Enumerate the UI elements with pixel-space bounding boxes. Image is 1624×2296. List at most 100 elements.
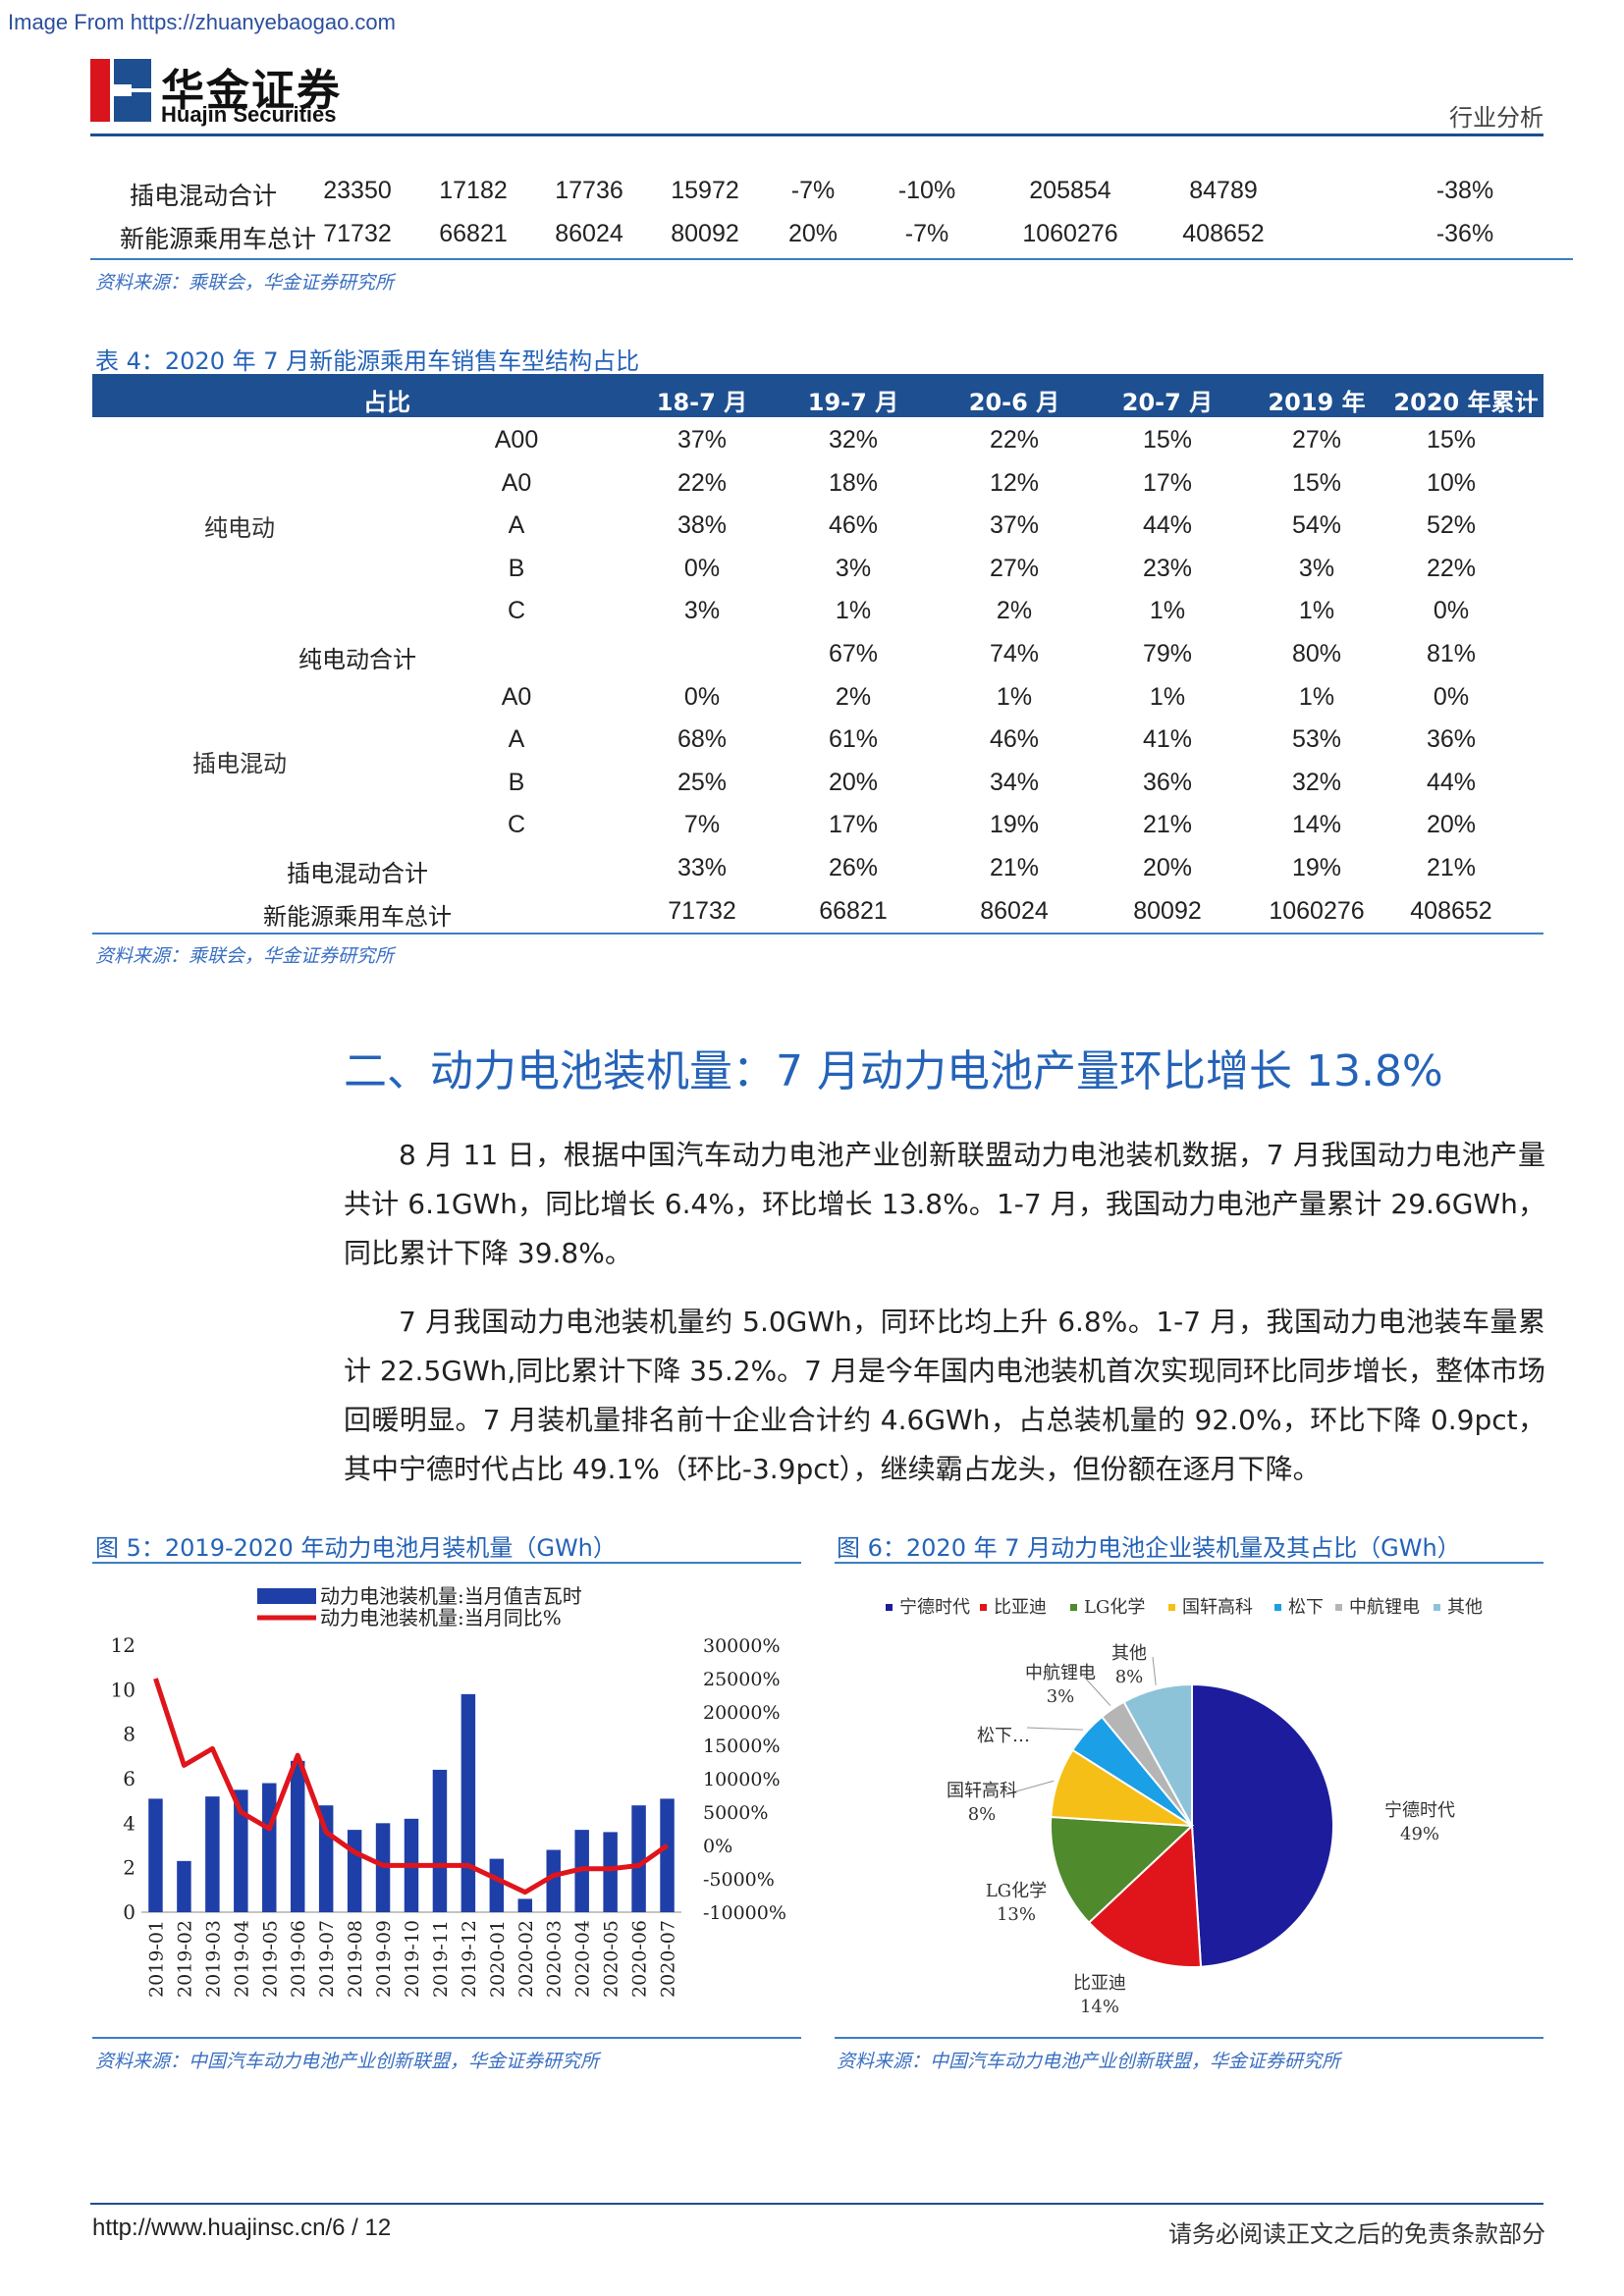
legend-swatch [980,1604,987,1611]
header-cell: 占比 [363,389,410,416]
table-cell: 22% [1426,554,1477,582]
table-row: A0 22% 18% 12% 17% 15% 10% [92,460,1543,504]
table-cell: 86024 [555,220,623,247]
x-tick-label: 2019-02 [174,1920,195,1998]
table-cell: -38% [1435,177,1494,204]
y-tick-label: 4 [123,1811,135,1835]
table-row: 插电混动合计 33% 26% 21% 20% 19% 21% [92,845,1543,888]
slice-value-label: 14% [1080,1997,1119,2017]
leader-line [1026,1727,1084,1731]
table-cell: 68% [677,725,728,754]
table-cell: 15972 [671,177,739,204]
legend-entry: 比亚迪 [994,1597,1047,1618]
table-cell: 3% [835,554,872,582]
table-cell: 1% [1149,682,1186,711]
table-cell: 81% [1426,639,1477,667]
table-cell: 36% [1426,725,1477,754]
header-cell: 18-7 月 [656,389,748,416]
table-cell: 20% [1426,811,1477,839]
figure-caption: 图 5：2019-2020 年动力电池月装机量（GWh） [95,1534,617,1562]
table-cell: 32% [828,426,879,454]
paragraph: 8 月 11 日，根据中国汽车动力电池产业创新联盟动力电池装机数据，7 月我国动… [344,1139,1545,1269]
table-cell: 52% [1426,511,1477,540]
table-cell: 0% [683,554,721,582]
watermark-text: Image From https://zhuanyebaogao.com [8,10,396,34]
y2-tick-label: 10000% [703,1769,781,1790]
body-text: 8 月 11 日，根据中国汽车动力电池产业创新联盟动力电池装机数据，7 月我国动… [344,1131,1545,1514]
legend-entry: 宁德时代 [899,1597,970,1618]
battery-installation-chart: 动力电池装机量:当月值吉瓦时 动力电池装机量:当月同比% 0 2 4 6 8 10 12 -100… [92,1569,801,2030]
legend-entry: 动力电池装机量:当月同比% [320,1606,562,1629]
bar [603,1832,618,1912]
pie-slice [1191,1682,1335,1968]
bar [631,1805,646,1912]
table-cell: 32% [1291,768,1342,796]
y-tick-label: 6 [123,1767,135,1790]
table-cell: 20% [1142,853,1193,881]
y-tick-label: 8 [123,1723,135,1746]
slice-value-label: 8% [968,1804,997,1825]
table-cell: 15% [1142,426,1193,454]
table-cell: 54% [1291,511,1342,540]
section-title: 二、动力电池装机量：7 月动力电池产量环比增长 13.8% [344,1046,1443,1096]
table-row: 插电混动合计 23350 17182 17736 15972 -7% -10% … [90,167,1573,210]
table-cell: 61% [828,725,879,754]
table-row: A00 37% 32% 22% 15% 27% 15% [92,417,1543,460]
segment-cell: A00 [494,426,539,454]
legend-bar-swatch [257,1588,316,1604]
table-cell: 0% [1433,682,1470,711]
table-cell: 38% [677,511,728,540]
huajin-logo-icon [90,59,151,122]
table-cell: 46% [989,725,1040,754]
y-tick-label: 12 [111,1633,135,1657]
header-cell: 20-7 月 [1121,389,1214,416]
legend-swatch [1274,1604,1281,1611]
x-tick-label: 2019-07 [316,1920,338,1998]
table-body: A00 37% 32% 22% 15% 27% 15% A0 22% 18% 12% 17% 15% 10… [92,417,1543,931]
bar [460,1693,476,1912]
legend-entry: 国轩高科 [1182,1597,1253,1618]
table-bottom-rule [90,258,1573,260]
x-tick-label: 2019-04 [231,1920,252,1998]
row-label: 新能源乘用车总计 [119,226,316,253]
bar [660,1798,675,1912]
y2-tick-label: -5000% [703,1869,775,1891]
table-cell: 2% [835,682,872,711]
table-cell: 7% [683,811,721,839]
table-cell: 1% [1298,597,1335,625]
logo-chinese-name: 华金证券 [161,66,342,116]
y2-tick-label: 30000% [703,1635,781,1657]
table-cell: 80092 [1133,896,1202,925]
bar [347,1830,362,1912]
slice-name-label: 其他 [1111,1643,1147,1664]
table-cell: 71732 [323,220,392,247]
x-tick-label: 2019-03 [202,1920,224,1998]
source-note: 资料来源：中国汽车动力电池产业创新联盟，华金证券研究所 [95,2051,600,2072]
table-cell: -36% [1435,220,1494,247]
bar [489,1858,505,1912]
table-cell: 26% [828,853,879,881]
table-row: A0 0% 2% 1% 1% 1% 0% [92,674,1543,718]
table-cell: 80% [1291,639,1342,667]
group-label-phev: 插电混动 [192,750,287,777]
table-cell: 22% [677,468,728,497]
table-row: A 38% 46% 37% 44% 54% 52% [92,503,1543,546]
table-cell: 18% [828,468,879,497]
segment-cell: A [508,725,525,754]
table-cell: 86024 [980,896,1049,925]
table-cell: 1060276 [1022,220,1118,247]
table-cell: 0% [683,682,721,711]
header-rule [90,133,1543,136]
table-cell: 66821 [819,896,888,925]
header-cell: 2020 年累计 [1393,389,1539,416]
bar [432,1769,448,1912]
header-cell: 2019 年 [1268,389,1366,416]
y2-tick-label: -10000% [703,1902,786,1924]
table-cell: 21% [1142,811,1193,839]
table-cell: 408652 [1410,896,1492,925]
legend-swatch [1434,1604,1440,1611]
table-cell: 205854 [1029,177,1111,204]
table-cell: 21% [1426,853,1477,881]
top-table: 插电混动合计 23350 17182 17736 15972 -7% -10% … [90,167,1573,253]
